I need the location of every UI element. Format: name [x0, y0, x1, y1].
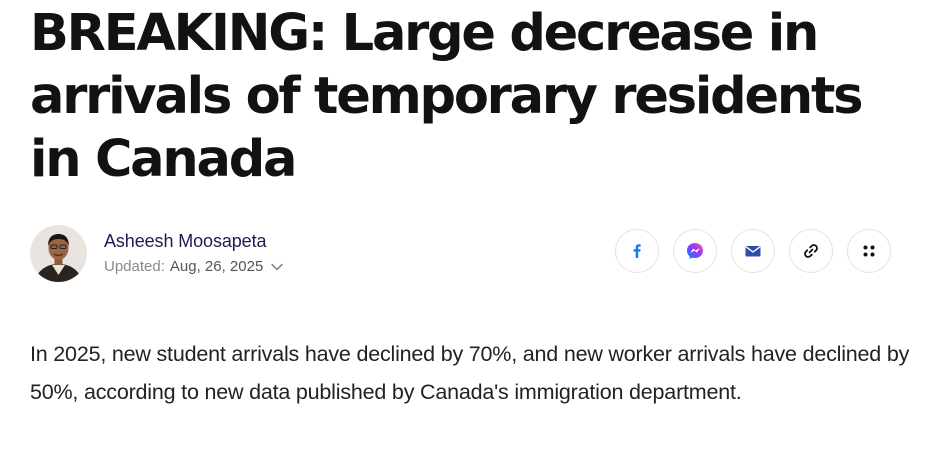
author-name-link[interactable]: Asheesh Moosapeta: [104, 231, 267, 251]
share-facebook-button[interactable]: [615, 229, 659, 273]
messenger-icon: [687, 243, 703, 259]
byline: Asheesh Moosapeta Updated: Aug, 26, 2025: [30, 222, 284, 284]
article-lede: In 2025, new student arrivals have decli…: [30, 342, 910, 404]
chevron-down-icon[interactable]: [270, 260, 284, 274]
updated-date: Aug, 26, 2025: [169, 258, 264, 275]
share-messenger-button[interactable]: [673, 229, 717, 273]
updated-row[interactable]: Updated: Aug, 26, 2025: [104, 257, 284, 277]
author-block: Asheesh Moosapeta Updated: Aug, 26, 2025: [104, 229, 284, 277]
share-email-button[interactable]: [731, 229, 775, 273]
more-options-button[interactable]: [847, 229, 891, 273]
link-icon: [804, 244, 818, 258]
share-buttons: [615, 229, 891, 273]
updated-label: Updated:: [104, 258, 165, 275]
facebook-icon: [633, 244, 641, 258]
author-avatar[interactable]: [30, 224, 87, 282]
email-icon: [745, 246, 761, 257]
article-headline: BREAKING: Large decrease in arrivals of …: [30, 4, 864, 189]
author-photo: [30, 224, 87, 282]
copy-link-button[interactable]: [789, 229, 833, 273]
more-icon: [863, 245, 875, 257]
